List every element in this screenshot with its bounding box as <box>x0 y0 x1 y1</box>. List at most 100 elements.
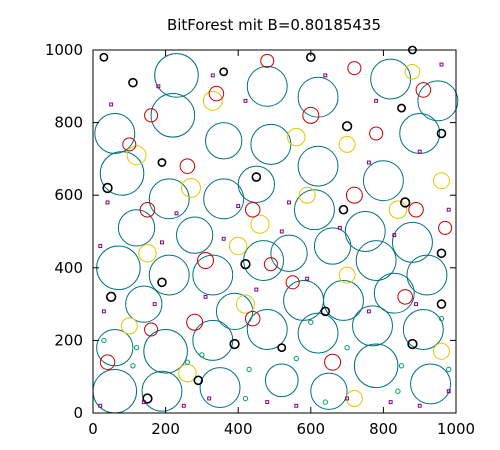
data-point-s4-7 <box>388 400 393 405</box>
data-point-s0-47 <box>417 80 459 122</box>
data-point-s4-4 <box>265 400 270 405</box>
data-point-s0-9 <box>192 319 234 361</box>
data-point-s4-12 <box>203 294 208 299</box>
x-tick-label: 0 <box>88 420 98 438</box>
x-tick-label: 800 <box>369 420 398 438</box>
data-point-s0-20 <box>373 272 415 314</box>
data-point-s0-27 <box>148 178 190 220</box>
data-point-s3-3 <box>277 343 287 353</box>
data-point-s5-11 <box>438 315 445 322</box>
data-point-s0-4 <box>310 372 348 410</box>
data-point-s2-0 <box>99 354 116 370</box>
data-point-s3-11 <box>400 197 411 208</box>
data-point-s2-7 <box>438 220 453 235</box>
data-point-s4-0 <box>98 403 103 408</box>
data-point-s0-42 <box>399 113 441 154</box>
data-point-s5-3 <box>246 366 252 373</box>
data-point-s4-20 <box>279 229 284 234</box>
data-point-s0-18 <box>283 280 325 321</box>
data-point-s1-12 <box>404 64 421 80</box>
data-point-s4-36 <box>439 62 444 67</box>
data-point-s0-13 <box>402 309 444 350</box>
axis-ticks: 0 200 400 600 800 1000 0 200 400 600 800 1000 <box>45 41 475 438</box>
data-point-s3-4 <box>320 306 331 317</box>
data-point-s0-7 <box>96 329 134 367</box>
data-point-s0-16 <box>192 254 234 296</box>
data-point-s5-0 <box>130 363 136 369</box>
x-tick-label: 600 <box>296 420 325 438</box>
data-point-s3-18 <box>436 128 447 139</box>
data-point-s1-6 <box>388 200 408 219</box>
data-point-s5-6 <box>398 363 405 369</box>
data-point-s5-5 <box>344 344 350 351</box>
data-point-s0-25 <box>406 254 448 296</box>
data-point-s0-36 <box>94 113 136 154</box>
data-point-s5-4 <box>293 355 299 362</box>
data-point-s0-39 <box>250 123 292 165</box>
data-point-s4-16 <box>414 302 419 307</box>
data-point-s5-1 <box>184 359 191 365</box>
x-tick-label: 400 <box>224 420 253 438</box>
data-point-s0-12 <box>352 305 393 347</box>
data-point-s0-45 <box>297 76 339 118</box>
data-point-s4-18 <box>160 240 164 245</box>
data-point-s2-22 <box>347 61 362 76</box>
data-point-s0-35 <box>313 227 352 265</box>
data-point-s0-10 <box>246 309 288 350</box>
data-point-s2-3 <box>244 310 261 327</box>
data-point-s3-0 <box>142 393 153 404</box>
data-point-s5-9 <box>322 399 328 405</box>
data-point-s4-25 <box>174 211 179 216</box>
data-point-s3-14 <box>157 158 167 167</box>
data-point-s3-13 <box>102 182 113 194</box>
data-point-s0-2 <box>199 367 241 409</box>
data-point-s4-13 <box>254 287 259 292</box>
data-point-s3-10 <box>338 204 349 215</box>
data-point-s5-2 <box>199 352 205 358</box>
data-point-s0-21 <box>125 285 163 323</box>
data-point-s2-15 <box>244 201 261 218</box>
data-point-s1-13 <box>178 363 197 383</box>
data-point-s0-23 <box>270 234 308 272</box>
data-point-s0-15 <box>148 254 190 296</box>
data-point-s3-5 <box>407 338 418 350</box>
y-tick-label: 400 <box>54 259 83 277</box>
data-point-s2-6 <box>397 289 413 305</box>
data-point-s2-12 <box>408 201 424 218</box>
data-point-s0-17 <box>243 240 285 282</box>
data-point-s1-2 <box>181 178 201 198</box>
data-point-s4-24 <box>105 200 110 205</box>
data-point-s2-19 <box>144 108 159 123</box>
data-point-s1-8 <box>126 145 147 166</box>
data-point-s0-11 <box>297 312 339 354</box>
data-point-s1-10 <box>250 214 270 234</box>
data-point-s1-1 <box>138 244 157 263</box>
data-point-s3-21 <box>219 67 229 77</box>
data-point-s1-3 <box>235 294 256 314</box>
data-point-s4-22 <box>392 233 397 238</box>
data-point-s4-8 <box>417 403 422 408</box>
data-point-s3-8 <box>157 277 167 288</box>
data-point-s0-38 <box>205 122 243 160</box>
data-point-s0-32 <box>391 221 433 263</box>
data-point-s2-8 <box>139 201 156 218</box>
data-point-s1-4 <box>287 127 306 147</box>
data-point-s3-1 <box>193 375 204 386</box>
data-point-s0-26 <box>99 151 145 196</box>
data-point-s1-16 <box>298 186 316 204</box>
data-point-s1-17 <box>432 342 450 360</box>
y-tick-label: 800 <box>54 114 83 132</box>
data-point-s2-4 <box>263 257 278 272</box>
data-point-s1-11 <box>338 135 356 153</box>
data-point-s5-7 <box>446 366 452 373</box>
data-point-s3-19 <box>99 52 109 62</box>
data-point-s0-37 <box>150 93 196 138</box>
data-point-s0-5 <box>353 343 399 389</box>
data-point-s4-19 <box>221 236 226 241</box>
data-point-s4-26 <box>236 204 241 209</box>
data-point-s1-7 <box>432 172 450 190</box>
data-point-s3-6 <box>436 299 447 309</box>
y-tick-label: 1000 <box>45 41 83 59</box>
data-point-s4-5 <box>294 403 299 408</box>
